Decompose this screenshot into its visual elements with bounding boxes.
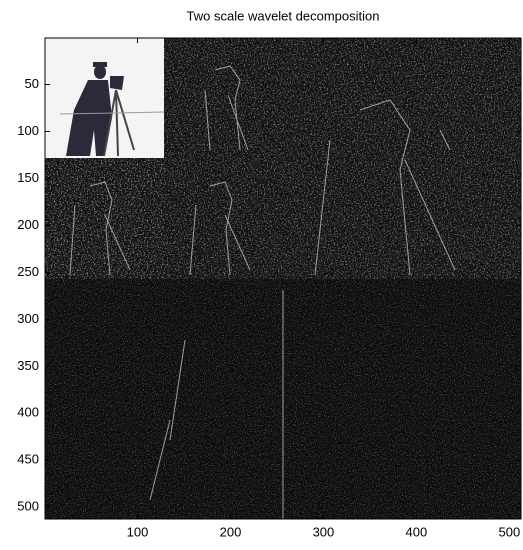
y-tick-label: 100 [17,123,39,138]
y-tick-label: 250 [17,264,39,279]
chart: Two scale wavelet decomposition 100 200 30… [0,0,523,545]
detail-texture [164,38,521,279]
x-tick-label: 300 [313,524,335,539]
y-tick-label: 500 [17,499,39,514]
x-tick-label: 100 [127,524,149,539]
x-tick-label: 200 [220,524,242,539]
y-tick-label: 200 [17,217,39,232]
y-tick-label: 150 [17,170,39,185]
x-tick-label: 400 [406,524,428,539]
y-tick-label: 400 [17,405,39,420]
detail-texture [45,158,164,279]
x-tick-label: 500 [499,524,521,539]
image [45,38,521,519]
y-tick-label: 350 [17,358,39,373]
y-tick-label: 300 [17,311,39,326]
page: {"chart_data": {"type": "image", "title"… [0,0,523,545]
chart-title: Two scale wavelet decomposition [187,8,380,23]
y-tick-label: 450 [17,452,39,467]
y-tick-label: 50 [25,76,39,91]
